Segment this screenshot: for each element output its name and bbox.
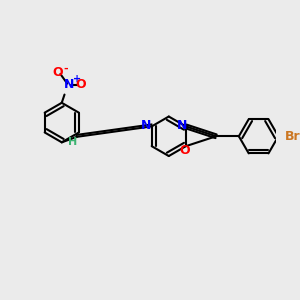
Text: H: H bbox=[68, 137, 77, 147]
Text: -: - bbox=[64, 64, 68, 74]
Text: O: O bbox=[76, 79, 86, 92]
Text: N: N bbox=[63, 79, 74, 92]
Text: Br: Br bbox=[285, 130, 300, 143]
Text: O: O bbox=[179, 144, 190, 157]
Text: +: + bbox=[73, 74, 81, 85]
Text: N: N bbox=[141, 118, 152, 131]
Text: N: N bbox=[177, 118, 187, 131]
Text: O: O bbox=[52, 66, 63, 79]
